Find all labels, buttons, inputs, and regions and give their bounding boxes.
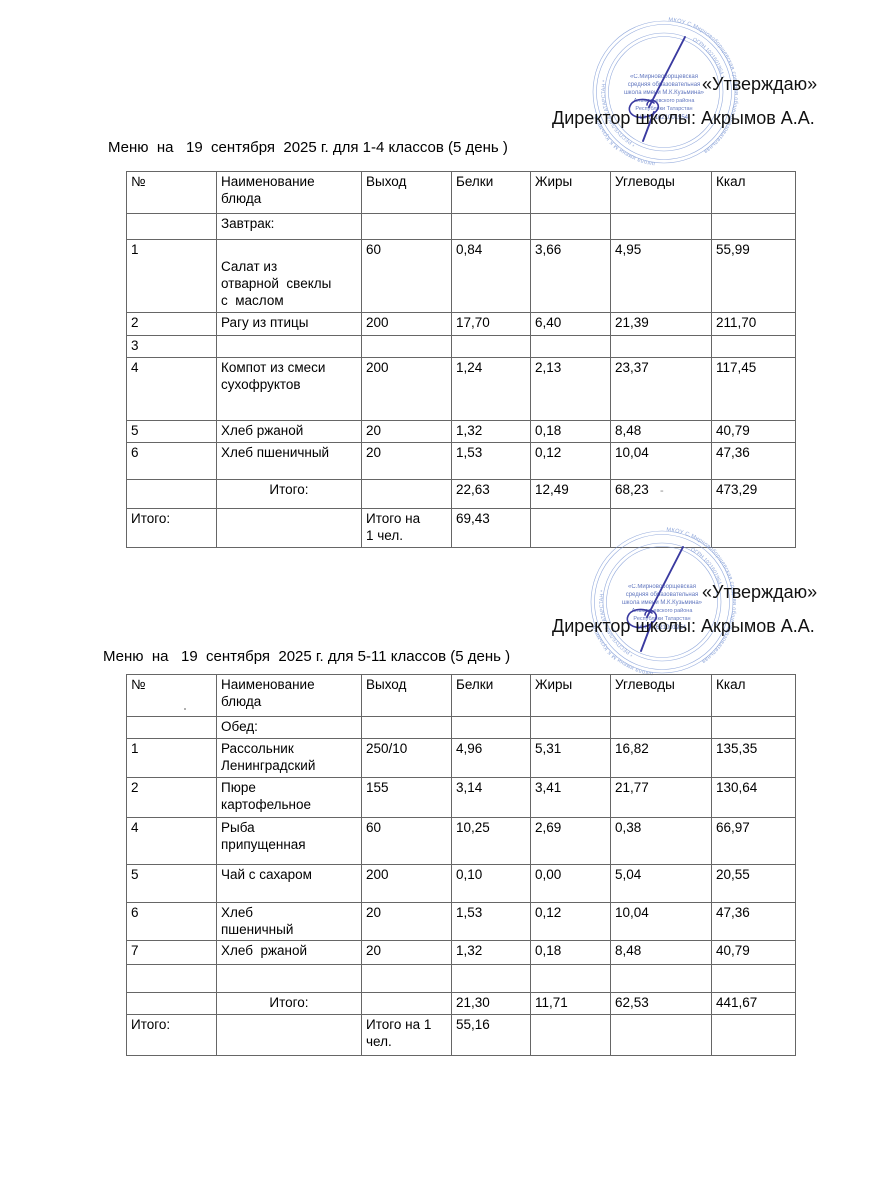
svg-text:Альметьевского района: Альметьевского района <box>632 607 694 614</box>
svg-text:средняя образовательная: средняя образовательная <box>628 82 701 88</box>
svg-text:Альметьевского района: Альметьевского района <box>634 97 696 104</box>
svg-text:школа имени М.К.Кузьмина»: школа имени М.К.Кузьмина» <box>622 600 703 606</box>
svg-text:средняя образовательная: средняя образовательная <box>626 592 699 598</box>
svg-text:школа имени М.К.Кузьмина»: школа имени М.К.Кузьмина» <box>624 90 705 96</box>
